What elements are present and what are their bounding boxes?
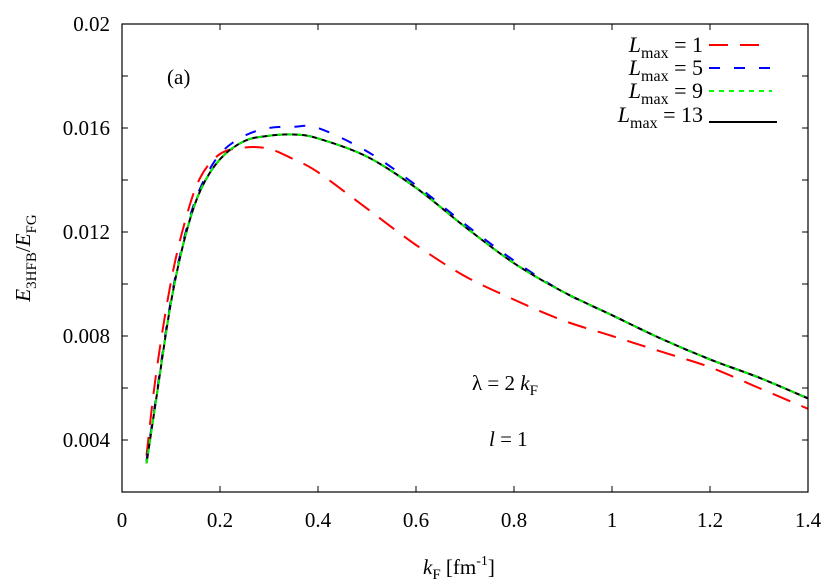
annotation-lambda: λ = 2 kF <box>472 371 538 399</box>
x-tick-label: 0 <box>117 508 128 532</box>
y-tick-label: 0.02 <box>73 12 110 36</box>
y-tick-label: 0.004 <box>63 428 111 452</box>
x-tick-label: 0.4 <box>305 508 332 532</box>
x-tick-label: 0.2 <box>207 508 233 532</box>
series-line <box>145 133 809 464</box>
svg-text:Lmax = 1: Lmax = 1 <box>628 32 703 62</box>
x-tick-label: 1.2 <box>697 508 723 532</box>
svg-text:Lmax = 9: Lmax = 9 <box>628 78 703 108</box>
series-line <box>145 124 809 461</box>
axis-ticks <box>122 23 808 492</box>
legend: Lmax = 1 Lmax = 5 Lmax = 9 Lmax = 13 <box>617 32 777 132</box>
svg-text:Lmax = 5: Lmax = 5 <box>628 55 703 85</box>
svg-text:Lmax = 13: Lmax = 13 <box>617 102 703 132</box>
y-tick-label: 0.012 <box>63 220 110 244</box>
legend-entry-lmax-5: Lmax = 5 <box>628 55 777 85</box>
legend-entry-lmax-9: Lmax = 9 <box>628 78 772 108</box>
plot-curves <box>145 124 809 464</box>
y-axis-label: E3HFB/EFG <box>11 214 40 303</box>
x-tick-label: 0.6 <box>403 508 429 532</box>
annotation-l: l = 1 <box>489 427 528 451</box>
panel-label: (a) <box>167 65 190 89</box>
x-tick-label: 1.4 <box>795 508 822 532</box>
legend-entry-lmax-1: Lmax = 1 <box>628 32 767 62</box>
plot-frame <box>121 23 809 493</box>
x-tick-labels: 0 0.2 0.4 0.6 0.8 1 1.2 1.4 <box>117 508 822 532</box>
legend-entry-lmax-13: Lmax = 13 <box>617 102 777 132</box>
x-axis-label: kF [fm-1] <box>423 554 495 581</box>
y-tick-labels: 0.004 0.008 0.012 0.016 0.02 <box>63 12 111 452</box>
series-line <box>145 133 809 464</box>
x-tick-label: 1 <box>607 508 618 532</box>
x-tick-label: 0.8 <box>501 508 527 532</box>
y-tick-label: 0.016 <box>63 116 110 140</box>
y-tick-label: 0.008 <box>63 324 110 348</box>
series-line <box>145 146 809 456</box>
